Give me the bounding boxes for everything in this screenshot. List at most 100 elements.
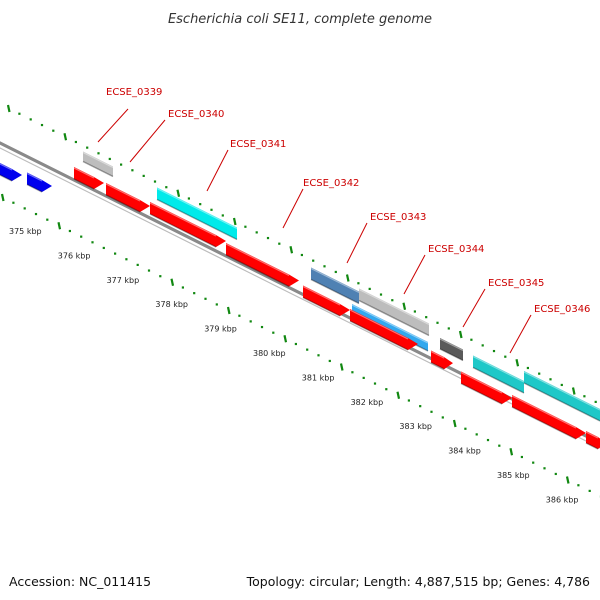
minor-tick — [317, 354, 320, 357]
minor-tick — [187, 197, 190, 200]
major-tick — [6, 104, 11, 113]
gene-box-0339 — [82, 151, 114, 178]
gene-box-0343 — [310, 267, 360, 305]
minor-tick — [538, 372, 541, 375]
minor-tick — [199, 203, 202, 206]
map-title: Escherichia coli SE11, complete genome — [168, 12, 432, 27]
minor-tick — [108, 157, 111, 161]
gene-box-0345 — [439, 338, 464, 362]
minor-tick — [323, 265, 326, 268]
gene-labels: ECSE_0339 ECSE_0340 ECSE_0341 ECSE_0342 ECSE… — [106, 87, 590, 315]
kbp-label: 379 kbp — [204, 325, 237, 334]
leader-line — [97, 108, 129, 143]
major-tick — [289, 246, 294, 254]
minor-tick — [351, 371, 354, 374]
minor-tick — [294, 342, 297, 346]
major-tick — [571, 387, 576, 395]
leader-line — [346, 222, 368, 264]
cds-arrow-0345 — [430, 350, 453, 370]
minor-tick — [29, 118, 32, 121]
minor-tick — [165, 186, 168, 189]
inner-tick-ring — [0, 193, 600, 498]
minor-tick — [481, 344, 484, 347]
minor-tick — [577, 484, 580, 487]
minor-tick — [120, 163, 123, 166]
major-tick — [345, 274, 350, 282]
major-tick — [63, 133, 68, 141]
gene-label-6: ECSE_0345 — [488, 278, 544, 289]
cds-arrow-0341 — [149, 202, 226, 248]
topology-text: Topology: circular; Length: 4,887,515 bp… — [246, 574, 590, 589]
gene-label-3: ECSE_0342 — [303, 178, 359, 189]
minor-tick — [543, 467, 546, 470]
major-tick — [283, 335, 288, 343]
minor-tick — [272, 331, 275, 334]
minor-tick — [447, 327, 450, 330]
minor-tick — [102, 246, 105, 250]
minor-tick — [334, 270, 337, 274]
minor-tick — [23, 207, 26, 210]
cds-arrow-0342 — [225, 243, 299, 288]
minor-tick — [159, 275, 162, 278]
major-tick — [509, 448, 514, 456]
minor-tick — [583, 395, 586, 398]
major-tick — [226, 306, 231, 315]
major-tick — [396, 391, 401, 399]
gene-features — [0, 151, 600, 450]
kbp-label: 385 kbp — [497, 471, 530, 480]
leader-line — [462, 288, 486, 328]
minor-tick — [52, 129, 55, 132]
leader-line — [282, 188, 304, 229]
minor-tick — [407, 399, 410, 402]
major-tick — [339, 363, 344, 371]
cds-arrow-0346 — [460, 371, 512, 405]
minor-tick — [419, 405, 422, 408]
minor-tick — [278, 242, 281, 245]
minor-tick — [300, 253, 303, 257]
cds-arrow-0346b — [511, 395, 586, 440]
gene-arrow-left-a — [0, 163, 22, 182]
minor-tick — [46, 218, 49, 221]
minor-tick — [549, 378, 552, 381]
leader-line — [509, 314, 532, 354]
minor-tick — [441, 416, 444, 419]
kbp-scale-labels: 375 kbp 376 kbp 377 kbp 378 kbp 379 kbp 380 k… — [9, 227, 578, 504]
minor-tick — [74, 140, 77, 144]
minor-tick — [498, 444, 501, 447]
gene-label-2: ECSE_0341 — [230, 139, 286, 150]
minor-tick — [221, 214, 224, 217]
minor-tick — [413, 310, 416, 313]
minor-tick — [306, 348, 309, 351]
minor-tick — [125, 258, 128, 261]
minor-tick — [266, 236, 270, 240]
minor-tick — [385, 388, 388, 391]
kbp-label: 383 kbp — [399, 422, 432, 431]
minor-tick — [260, 325, 264, 329]
minor-tick — [181, 286, 184, 289]
kbp-label: 377 kbp — [107, 276, 140, 285]
minor-tick — [520, 455, 523, 459]
gene-box-0344 — [358, 288, 430, 337]
minor-tick — [425, 316, 428, 319]
minor-tick — [486, 438, 490, 442]
gene-box-0346a — [472, 355, 525, 394]
major-tick — [515, 359, 520, 367]
minor-tick — [312, 259, 315, 262]
minor-tick — [210, 208, 213, 211]
minor-tick — [34, 212, 38, 216]
minor-tick — [436, 321, 439, 324]
minor-tick — [80, 235, 83, 238]
major-tick — [232, 217, 237, 226]
minor-tick — [249, 320, 252, 323]
minor-tick — [244, 225, 247, 228]
minor-tick — [526, 366, 529, 370]
minor-tick — [86, 146, 89, 149]
minor-tick — [594, 400, 597, 403]
minor-tick — [504, 355, 507, 358]
kbp-label: 380 kbp — [253, 349, 286, 358]
cds-arrow-0340 — [105, 183, 150, 213]
minor-tick — [391, 299, 394, 302]
minor-tick — [153, 180, 157, 183]
gene-box-0346b — [523, 371, 600, 422]
